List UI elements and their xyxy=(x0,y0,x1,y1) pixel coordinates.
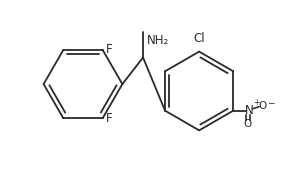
Text: Cl: Cl xyxy=(193,32,205,45)
Text: N: N xyxy=(245,104,253,117)
Text: NH₂: NH₂ xyxy=(147,34,169,47)
Text: +: + xyxy=(253,98,259,107)
Text: O: O xyxy=(259,101,267,111)
Text: F: F xyxy=(106,112,112,125)
Text: −: − xyxy=(267,98,274,107)
Text: F: F xyxy=(106,43,112,57)
Text: O: O xyxy=(243,119,251,129)
